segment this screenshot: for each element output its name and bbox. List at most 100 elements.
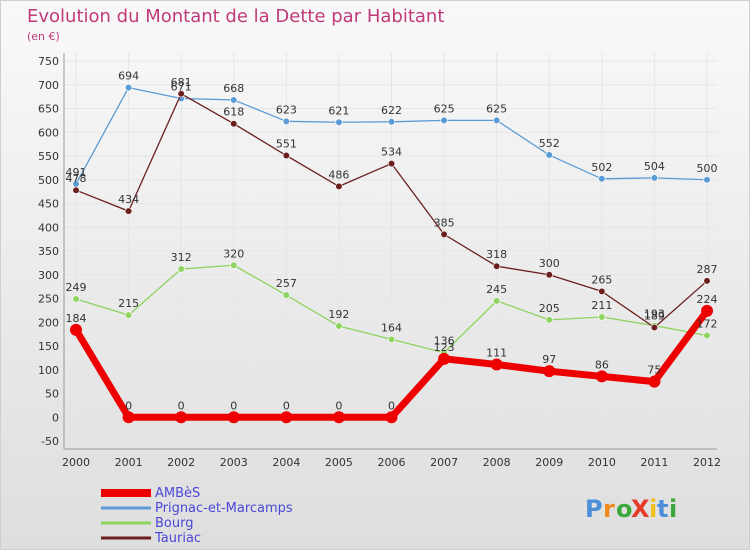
data-point-0 <box>385 411 398 424</box>
y-tick-label: 0 <box>52 411 59 424</box>
data-label-1: 500 <box>697 162 718 175</box>
data-label-0: 0 <box>230 399 237 412</box>
y-tick-label: 550 <box>38 150 59 163</box>
legend-swatch-0 <box>101 489 151 497</box>
data-point-2 <box>387 335 396 343</box>
chart-title: Evolution du Montant de la Dette par Hab… <box>27 6 444 27</box>
data-label-0: 123 <box>434 341 455 354</box>
data-point-1 <box>282 117 290 125</box>
data-label-0: 0 <box>178 399 185 412</box>
y-tick-label: 700 <box>38 79 59 92</box>
data-label-2: 192 <box>328 308 349 321</box>
y-tick-label: 300 <box>38 269 59 282</box>
data-point-1 <box>545 151 553 159</box>
data-label-2: 215 <box>118 297 139 310</box>
data-label-0: 0 <box>125 399 132 412</box>
y-tick-label: 50 <box>45 388 59 401</box>
x-tick-label: 2010 <box>588 456 616 469</box>
y-tick-label: 450 <box>38 198 59 211</box>
y-tick-label: 400 <box>38 221 59 234</box>
x-tick-label: 2002 <box>167 456 195 469</box>
logo-letter: X <box>631 495 650 523</box>
data-label-2: 312 <box>171 251 192 264</box>
data-point-3 <box>493 262 501 270</box>
y-tick-label: 500 <box>38 174 59 187</box>
data-point-2 <box>598 313 606 321</box>
legend-swatch-2 <box>101 521 151 525</box>
data-point-1 <box>703 176 711 184</box>
data-label-0: 75 <box>647 364 661 377</box>
x-tick-label: 2006 <box>378 456 406 469</box>
data-label-2: 211 <box>591 299 612 312</box>
data-label-1: 671 <box>171 81 192 94</box>
data-labels: 491 694 671 668 623 621 622 625 625 552 502 504 500 2… <box>66 70 718 413</box>
data-label-3: 318 <box>486 248 507 261</box>
data-label-0: 224 <box>697 293 718 306</box>
data-point-0 <box>175 411 188 424</box>
legend-swatch-1 <box>101 506 151 510</box>
x-tick-label: 2008 <box>483 456 511 469</box>
data-point-3 <box>230 120 238 128</box>
data-point-1 <box>335 118 343 126</box>
y-tick-label: 650 <box>38 103 59 116</box>
data-label-1: 552 <box>539 137 560 150</box>
data-point-3 <box>545 271 553 279</box>
data-label-3: 551 <box>276 138 297 151</box>
data-label-1: 502 <box>591 161 612 174</box>
data-point-0 <box>490 358 503 371</box>
data-point-3 <box>335 182 343 190</box>
x-tick-label: 2004 <box>272 456 300 469</box>
data-point-3 <box>282 151 290 160</box>
data-label-1: 623 <box>276 103 297 116</box>
x-tick-label: 2009 <box>535 456 563 469</box>
data-point-2 <box>282 291 290 299</box>
axes: -50 0 50 100 150 200 250 300 350 400 450 500 550 600 6… <box>38 53 721 469</box>
data-label-2: 249 <box>66 281 87 294</box>
x-tick-label: 2005 <box>325 456 353 469</box>
data-label-3: 534 <box>381 146 402 159</box>
grid <box>64 53 717 449</box>
x-tick-label: 2011 <box>640 456 668 469</box>
data-point-0 <box>280 411 293 424</box>
y-tick-label: 250 <box>38 293 59 306</box>
data-label-1: 625 <box>434 102 455 115</box>
y-tick-label: -50 <box>41 435 59 448</box>
data-label-3: 478 <box>66 172 87 185</box>
data-point-0 <box>70 323 82 336</box>
data-label-2: 205 <box>539 302 560 315</box>
data-point-0 <box>595 370 608 383</box>
data-label-2: 172 <box>697 318 718 331</box>
data-label-1: 491 <box>66 166 87 179</box>
data-point-2 <box>335 322 343 330</box>
data-point-0 <box>122 411 135 424</box>
logo-letter: o <box>616 495 633 523</box>
data-point-0 <box>227 411 240 424</box>
data-point-0 <box>438 352 451 365</box>
legend-label-3: Tauriac <box>154 531 201 546</box>
data-point-2 <box>72 295 80 303</box>
x-tick-label: 2007 <box>430 456 458 469</box>
data-label-3: 681 <box>171 76 192 89</box>
data-label-2: 245 <box>486 283 507 296</box>
logo-letter: i <box>669 495 677 523</box>
data-label-0: 0 <box>335 399 342 412</box>
legend-label-0: AMBèS <box>155 486 200 501</box>
logo-letter: r <box>603 495 615 523</box>
data-label-1: 668 <box>223 82 244 95</box>
data-point-0 <box>332 411 345 424</box>
legend-swatch-3 <box>101 536 151 540</box>
y-tick-label: 200 <box>38 316 59 329</box>
data-point-1 <box>440 116 448 124</box>
data-label-1: 622 <box>381 104 402 117</box>
data-label-3: 434 <box>118 193 139 206</box>
x-tick-label: 2003 <box>220 456 248 469</box>
data-label-3: 618 <box>223 106 244 119</box>
data-label-2: 164 <box>381 321 402 334</box>
chart-subtitle: (en €) <box>27 30 60 43</box>
data-point-1 <box>493 116 501 124</box>
legend-label-2: Bourg <box>155 516 193 531</box>
